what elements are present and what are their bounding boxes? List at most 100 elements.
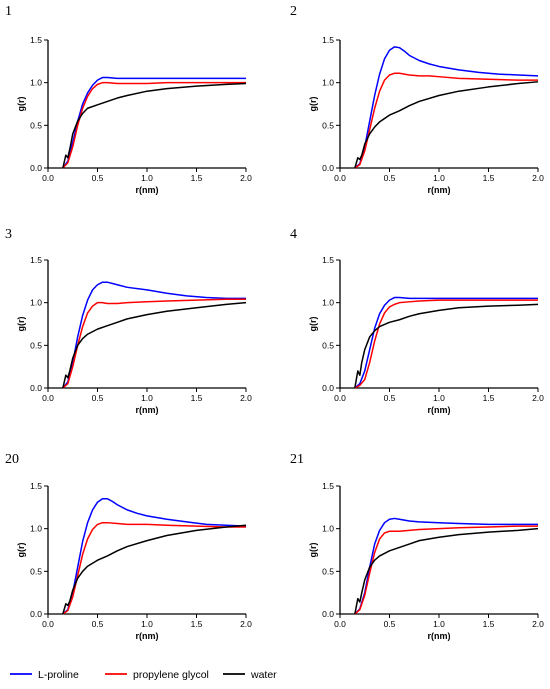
- y-tick-label: 0.5: [322, 340, 334, 350]
- panel-label-1: 1: [5, 4, 12, 19]
- x-tick-label: 0.5: [92, 619, 104, 629]
- y-axis-title: g(r): [308, 543, 318, 558]
- series-line-propylene-glycol: [62, 81, 246, 169]
- series-line-l-proline: [62, 281, 246, 389]
- x-tick-label: 0.5: [384, 619, 396, 629]
- y-tick-label: 1.0: [322, 78, 334, 88]
- y-axis-title: g(r): [16, 317, 26, 332]
- series-line-water: [62, 301, 247, 389]
- y-tick-label: 0.0: [322, 609, 334, 619]
- panel-3: 3 0.0 0.5 1.0 1.5 2.0 0.0 0.5 1.0 1.5 r(nm) g(r): [5, 227, 252, 415]
- y-tick-label: 1.5: [322, 481, 334, 491]
- panel-label-21: 21: [290, 452, 304, 467]
- x-tick-label: 2.0: [532, 619, 544, 629]
- y-tick-label: 1.5: [322, 255, 334, 265]
- series-line-l-proline: [62, 498, 247, 615]
- y-tick-label: 1.5: [322, 35, 334, 45]
- x-tick-label: 1.5: [191, 619, 203, 629]
- series-line-l-proline: [354, 46, 539, 169]
- series-line-propylene-glycol: [62, 298, 246, 389]
- y-tick-label: 0.5: [30, 120, 42, 130]
- x-tick-label: 1.0: [141, 173, 153, 183]
- y-tick-label: 0.5: [30, 340, 42, 350]
- panel-label-3: 3: [5, 227, 12, 242]
- y-axis-title: g(r): [16, 543, 26, 558]
- panel-20: 20 0.0 0.5 1.0 1.5 2.0 0.0 0.5 1.0 1.5 r(nm) g(r): [5, 452, 252, 641]
- y-tick-label: 0.0: [30, 163, 42, 173]
- x-tick-label: 0.0: [42, 393, 54, 403]
- y-tick-label: 0.5: [30, 566, 42, 576]
- y-tick-label: 0.5: [322, 566, 334, 576]
- x-tick-label: 0.0: [334, 393, 346, 403]
- legend-item-l-proline: L-proline: [10, 669, 79, 681]
- x-tick-label: 1.0: [141, 619, 153, 629]
- panel-label-20: 20: [5, 452, 19, 467]
- x-axis-title: r(nm): [136, 405, 159, 415]
- series-line-water: [354, 527, 539, 615]
- legend-label-propylene-glycol: propylene glycol: [133, 669, 209, 681]
- x-tick-label: 2.0: [532, 173, 544, 183]
- y-tick-label: 1.5: [30, 481, 42, 491]
- y-tick-label: 1.0: [322, 298, 334, 308]
- x-axis-title: r(nm): [428, 405, 451, 415]
- panel-label-4: 4: [290, 227, 297, 242]
- x-tick-label: 0.0: [42, 619, 54, 629]
- panel-label-2: 2: [290, 4, 297, 19]
- series-line-water: [62, 82, 247, 169]
- legend-label-l-proline: L-proline: [38, 669, 79, 681]
- x-tick-label: 0.0: [42, 173, 54, 183]
- legend-item-water: water: [223, 669, 277, 681]
- x-axis-title: r(nm): [428, 185, 451, 195]
- y-axis-title: g(r): [16, 97, 26, 112]
- y-tick-label: 0.0: [30, 609, 42, 619]
- x-tick-label: 1.5: [191, 393, 203, 403]
- chart-panels: 1 0.0 0.5 1.0 1.5 2.0 0.0 0.5 1.0 1.5 r(nm) g(r) 2 0.…: [5, 4, 544, 641]
- y-tick-label: 1.0: [30, 78, 42, 88]
- x-tick-label: 2.0: [240, 393, 252, 403]
- x-tick-label: 0.5: [92, 173, 104, 183]
- x-tick-label: 2.0: [240, 619, 252, 629]
- x-axis-title: r(nm): [136, 185, 159, 195]
- panel-1: 1 0.0 0.5 1.0 1.5 2.0 0.0 0.5 1.0 1.5 r(nm) g(r): [5, 4, 252, 195]
- y-tick-label: 1.0: [30, 524, 42, 534]
- y-tick-label: 1.0: [322, 524, 334, 534]
- x-tick-label: 1.0: [433, 393, 445, 403]
- y-tick-label: 0.0: [322, 163, 334, 173]
- x-tick-label: 1.0: [433, 619, 445, 629]
- y-tick-label: 1.5: [30, 255, 42, 265]
- x-tick-label: 1.5: [191, 173, 203, 183]
- x-axis-title: r(nm): [136, 631, 159, 641]
- series-line-l-proline: [354, 517, 538, 615]
- x-axis-title: r(nm): [428, 631, 451, 641]
- x-tick-label: 1.5: [483, 393, 495, 403]
- panel-2: 2 0.0 0.5 1.0 1.5 2.0 0.0 0.5 1.0 1.5 r(nm) g(r): [290, 4, 544, 195]
- series-line-propylene-glycol: [354, 72, 538, 169]
- series-line-l-proline: [62, 76, 246, 169]
- x-tick-label: 1.5: [483, 173, 495, 183]
- series-line-propylene-glycol: [354, 525, 538, 615]
- y-tick-label: 0.5: [322, 120, 334, 130]
- x-tick-label: 1.5: [483, 619, 495, 629]
- x-tick-label: 0.5: [384, 393, 396, 403]
- series-line-water: [354, 81, 539, 169]
- series-line-water: [354, 303, 539, 389]
- panel-21: 21 0.0 0.5 1.0 1.5 2.0 0.0 0.5 1.0 1.5 r(nm) g(r): [290, 452, 544, 641]
- x-tick-label: 0.5: [384, 173, 396, 183]
- y-tick-label: 0.0: [30, 383, 42, 393]
- series-line-propylene-glycol: [354, 299, 538, 389]
- x-tick-label: 0.0: [334, 173, 346, 183]
- x-tick-label: 1.0: [433, 173, 445, 183]
- panel-4: 4 0.0 0.5 1.0 1.5 2.0 0.0 0.5 1.0 1.5 r(nm) g(r): [290, 227, 544, 415]
- x-tick-label: 0.0: [334, 619, 346, 629]
- series-line-propylene-glycol: [62, 521, 246, 615]
- series-line-water: [62, 524, 247, 615]
- chart-legend: L-proline propylene glycol water: [10, 669, 277, 681]
- y-tick-label: 0.0: [322, 383, 334, 393]
- legend-label-water: water: [250, 669, 277, 681]
- x-tick-label: 2.0: [240, 173, 252, 183]
- y-axis-title: g(r): [308, 97, 318, 112]
- x-tick-label: 1.0: [141, 393, 153, 403]
- y-tick-label: 1.0: [30, 298, 42, 308]
- y-axis-title: g(r): [308, 317, 318, 332]
